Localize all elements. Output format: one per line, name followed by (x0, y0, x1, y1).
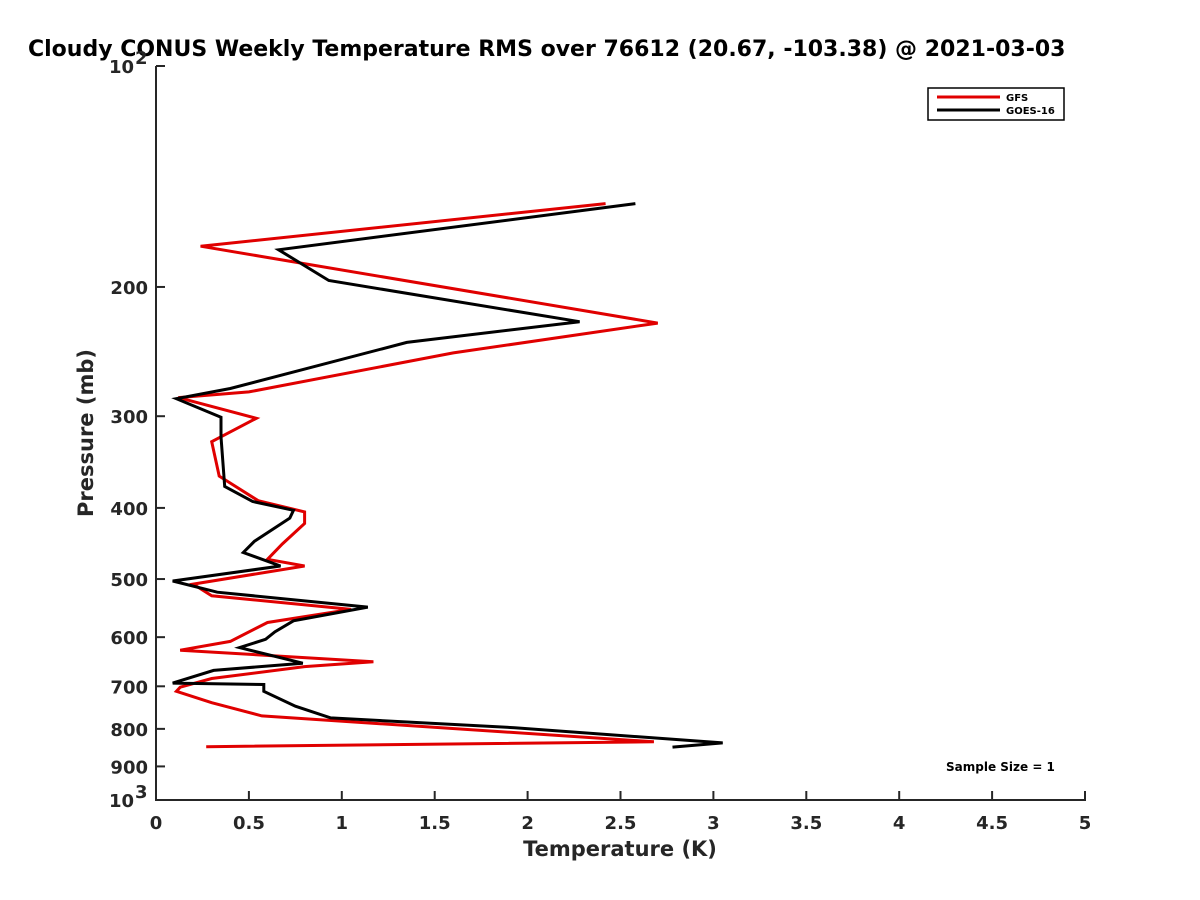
y-tick-exponent: 2 (135, 48, 148, 69)
x-tick-label: 5 (1079, 813, 1092, 834)
series-line-gfs (173, 202, 658, 749)
x-tick-label: 3.5 (790, 813, 822, 834)
x-ticks: 0 0.5 1 1.5 2 2.5 3 3.5 4 4.5 5 (150, 791, 1092, 834)
x-axis-label: Temperature (K) (523, 837, 717, 861)
x-tick-label: 3 (707, 813, 720, 834)
y-tick-label: 600 (110, 628, 148, 649)
x-tick-label: 4 (893, 813, 906, 834)
x-tick-label: 2.5 (605, 813, 637, 834)
axes (155, 66, 1086, 801)
x-tick-label: 0.5 (233, 813, 265, 834)
x-tick-label: 4.5 (976, 813, 1008, 834)
y-tick-label: 700 (110, 677, 148, 698)
series-line-goes-16 (171, 202, 723, 749)
x-tick-label: 0 (150, 813, 163, 834)
y-tick-label: 10 (109, 791, 134, 812)
legend-box (927, 87, 1065, 121)
series-lines (171, 202, 723, 749)
x-tick-label: 2 (521, 813, 534, 834)
y-tick-label: 900 (110, 757, 148, 778)
sample-size-annotation: Sample Size = 1 (946, 760, 1055, 774)
y-tick-exponent: 3 (135, 782, 148, 803)
legend-label-gfs: GFS (1006, 93, 1028, 104)
legend-label-goes-16: GOES-16 (1006, 106, 1055, 117)
y-tick-label: 500 (110, 570, 148, 591)
y-axis-label: Pressure (mb) (74, 349, 98, 517)
chart-title: Cloudy CONUS Weekly Temperature RMS over… (28, 37, 1065, 62)
legend: GFS GOES-16 (927, 87, 1065, 121)
y-tick-label: 200 (110, 278, 148, 299)
y-tick-label: 10 (109, 57, 134, 78)
x-tick-label: 1 (336, 813, 349, 834)
y-tick-label: 800 (110, 720, 148, 741)
x-tick-label: 1.5 (419, 813, 451, 834)
y-tick-label: 400 (110, 499, 148, 520)
y-tick-label: 300 (110, 407, 148, 428)
